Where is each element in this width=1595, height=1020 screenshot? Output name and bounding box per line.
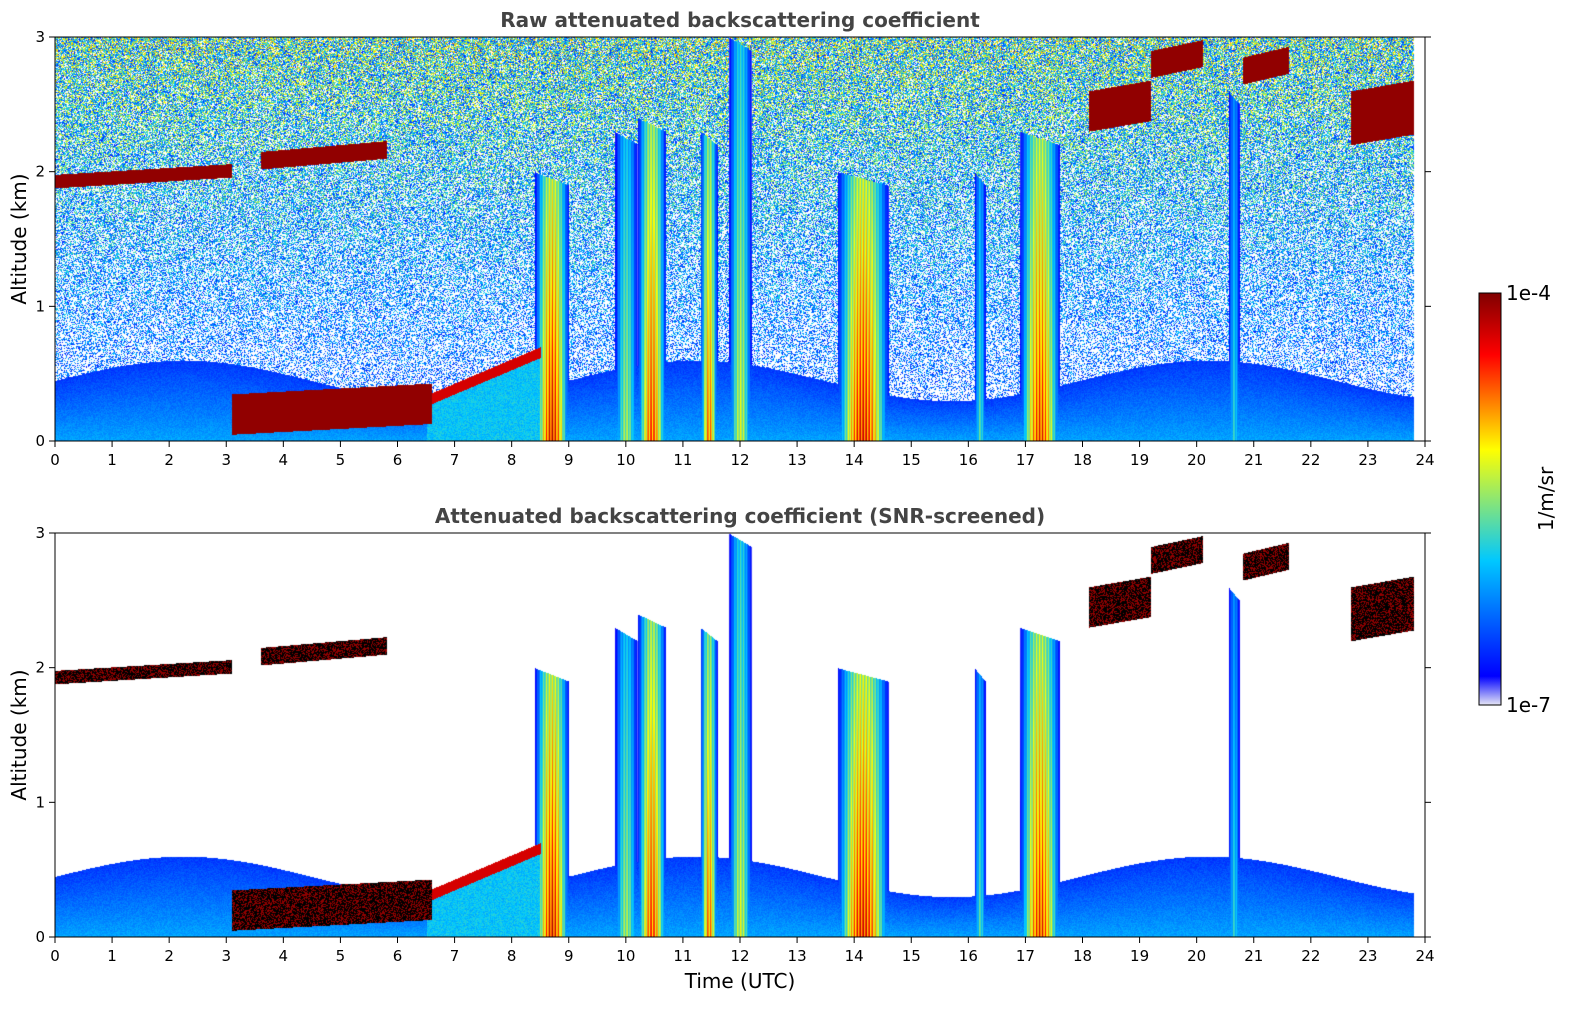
- x-tick-label: 20: [1187, 947, 1206, 965]
- x-tick-label: 13: [788, 947, 807, 965]
- x-tick-label: 15: [902, 451, 921, 469]
- x-tick-label: 12: [730, 947, 749, 965]
- colorbar-unit-label: 1/m/sr: [1534, 466, 1558, 531]
- x-tick-label: 16: [959, 947, 978, 965]
- x-tick-label: 9: [564, 451, 574, 469]
- x-tick-label: 23: [1358, 947, 1377, 965]
- x-tick-label: 21: [1244, 451, 1263, 469]
- x-tick-label: 21: [1244, 947, 1263, 965]
- x-tick-label: 8: [507, 947, 517, 965]
- x-tick-label: 22: [1301, 451, 1320, 469]
- x-tick-label: 7: [450, 451, 460, 469]
- x-tick-label: 4: [279, 947, 289, 965]
- x-tick-label: 18: [1073, 451, 1092, 469]
- x-tick-label: 14: [845, 451, 864, 469]
- panel-screened-heatmap: [55, 533, 1425, 937]
- x-tick-label: 10: [616, 947, 635, 965]
- x-tick-label: 20: [1187, 451, 1206, 469]
- x-tick-label: 10: [616, 451, 635, 469]
- y-tick-label: 2: [35, 163, 45, 181]
- x-tick-label: 24: [1415, 947, 1434, 965]
- x-tick-label: 16: [959, 451, 978, 469]
- y-tick-label: 2: [35, 659, 45, 677]
- x-tick-label: 24: [1415, 451, 1434, 469]
- y-tick-label: 3: [35, 524, 45, 542]
- x-tick-label: 1: [107, 947, 117, 965]
- y-tick-label: 1: [35, 297, 45, 315]
- x-tick-label: 0: [50, 451, 60, 469]
- colorbar-gradient: [1478, 292, 1502, 706]
- panel-screened-ylabel: Altitude (km): [7, 669, 31, 800]
- panel-raw: Raw attenuated backscattering coefficien…: [7, 8, 1435, 469]
- x-tick-label: 5: [336, 451, 346, 469]
- panel-raw-ticks: 0 1 2 3 4 5 6 7 8 9 10 11 12 13 14 15 16 17 18 19 20 21 22 23 24…: [35, 28, 1434, 469]
- x-tick-label: 2: [164, 451, 174, 469]
- x-tick-label: 12: [730, 451, 749, 469]
- x-tick-label: 17: [1016, 451, 1035, 469]
- x-tick-label: 17: [1016, 947, 1035, 965]
- x-tick-label: 5: [336, 947, 346, 965]
- x-tick-label: 6: [393, 451, 403, 469]
- x-tick-label: 8: [507, 451, 517, 469]
- panel-raw-title: Raw attenuated backscattering coefficien…: [500, 8, 980, 32]
- x-tick-label: 11: [673, 947, 692, 965]
- x-tick-label: 14: [845, 947, 864, 965]
- y-tick-label: 0: [35, 432, 45, 450]
- panel-screened-ticks: 0 1 2 3 4 5 6 7 8 9 10 11 12 13 14 15 16 17 18 19 20 21 22 23 24…: [35, 524, 1434, 965]
- panel-raw-ylabel: Altitude (km): [7, 173, 31, 304]
- x-tick-label: 11: [673, 451, 692, 469]
- x-tick-label: 7: [450, 947, 460, 965]
- colorbar: 1e-4 1e-7 1/m/sr: [1478, 281, 1558, 717]
- x-tick-label: 18: [1073, 947, 1092, 965]
- x-tick-label: 22: [1301, 947, 1320, 965]
- x-tick-label: 19: [1130, 947, 1149, 965]
- x-tick-label: 3: [221, 947, 231, 965]
- y-tick-label: 0: [35, 928, 45, 946]
- x-tick-label: 3: [221, 451, 231, 469]
- x-tick-label: 2: [164, 947, 174, 965]
- x-tick-label: 0: [50, 947, 60, 965]
- x-tick-label: 19: [1130, 451, 1149, 469]
- x-tick-label: 13: [788, 451, 807, 469]
- colorbar-min-label: 1e-7: [1506, 693, 1551, 717]
- y-tick-label: 1: [35, 793, 45, 811]
- colorbar-max-label: 1e-4: [1506, 281, 1551, 305]
- y-tick-label: 3: [35, 28, 45, 46]
- panel-raw-heatmap: [55, 37, 1425, 441]
- x-tick-label: 6: [393, 947, 403, 965]
- x-tick-label: 1: [107, 451, 117, 469]
- x-tick-label: 4: [279, 451, 289, 469]
- x-tick-label: 23: [1358, 451, 1377, 469]
- x-tick-label: 9: [564, 947, 574, 965]
- panel-screened-title: Attenuated backscattering coefficient (S…: [435, 504, 1045, 528]
- panel-screened-xlabel: Time (UTC): [684, 969, 796, 993]
- panel-screened: Attenuated backscattering coefficient (S…: [7, 504, 1435, 993]
- x-tick-label: 15: [902, 947, 921, 965]
